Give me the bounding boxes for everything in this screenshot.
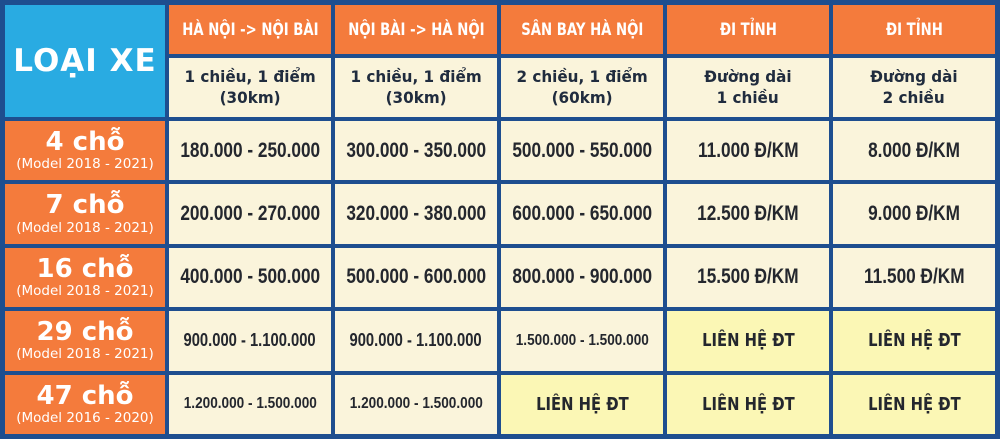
price-value: 900.000 - 1.100.000 (349, 330, 483, 351)
price-cell: 500.000 - 600.000 (335, 247, 497, 308)
price-cell: 8.000 Đ/KM (833, 121, 995, 181)
price-value: 15.500 Đ/KM (697, 265, 799, 289)
sub-header-3: 2 chiều, 1 điểm (60km) (501, 58, 663, 117)
sub-header-4: Đường dài 1 chiều (667, 58, 829, 117)
price-cell: 180.000 - 250.000 (169, 121, 331, 181)
col-header-di-tinh-1: ĐI TỈNH (667, 5, 829, 54)
price-cell: 900.000 - 1.100.000 (335, 311, 497, 371)
col-header-label: ĐI TỈNH (885, 19, 943, 40)
price-cell: 12.500 Đ/KM (667, 184, 829, 244)
price-cell: 900.000 - 1.100.000 (169, 311, 331, 371)
price-value: 1.200.000 - 1.500.000 (349, 395, 483, 413)
price-cell: 1.500.000 - 1.500.000 (501, 311, 663, 371)
col-header-label: SÂN BAY HÀ NỘI (520, 19, 644, 40)
price-value: 11.500 Đ/KM (863, 265, 965, 289)
row-seats-label: 4 chỗ (45, 126, 125, 157)
price-cell: 1.200.000 - 1.500.000 (169, 374, 331, 434)
row-seats-label: 16 chỗ (36, 253, 134, 284)
sub-header-line1: 2 chiều, 1 điểm (516, 66, 648, 86)
contact-label: LIÊN HỆ ĐT (867, 393, 961, 415)
price-value: 900.000 - 1.100.000 (183, 330, 317, 351)
price-value: 500.000 - 550.000 (512, 138, 652, 162)
contact-label: LIÊN HỆ ĐT (867, 330, 961, 352)
price-cell: 11.500 Đ/KM (833, 247, 995, 308)
sub-header-line1: Đường dài (704, 66, 792, 86)
price-value: 300.000 - 350.000 (346, 138, 486, 162)
sub-header-1: 1 chiều, 1 điểm (30km) (169, 58, 331, 117)
row-model-label: (Model 2018 - 2021) (16, 219, 154, 236)
row-model-label: (Model 2018 - 2021) (16, 156, 154, 173)
row-seats-label: 29 chỗ (36, 317, 134, 348)
price-value: 11.000 Đ/KM (697, 138, 799, 162)
row-header-47-cho: 47 chỗ (Model 2016 - 2020) (5, 374, 165, 434)
price-cell: 9.000 Đ/KM (833, 184, 995, 244)
sub-header-line1: 1 chiều, 1 điểm (184, 66, 316, 86)
price-cell: 1.200.000 - 1.500.000 (335, 374, 497, 434)
price-value: 800.000 - 900.000 (512, 265, 652, 289)
corner-title: LOẠI XE (13, 43, 157, 79)
price-cell: 600.000 - 650.000 (501, 184, 663, 244)
price-cell: 11.000 Đ/KM (667, 121, 829, 181)
row-model-label: (Model 2016 - 2020) (16, 409, 154, 426)
price-value: 320.000 - 380.000 (346, 202, 486, 226)
col-header-hanoi-noibai: HÀ NỘI -> NỘI BÀI (169, 5, 331, 54)
col-header-sanbay-hanoi: SÂN BAY HÀ NỘI (501, 5, 663, 54)
price-value: 400.000 - 500.000 (180, 265, 320, 289)
price-cell: 400.000 - 500.000 (169, 247, 331, 308)
sub-header-line2: 1 chiều (716, 87, 780, 107)
sub-header-line1: Đường dài (870, 66, 958, 86)
row-model-label: (Model 2018 - 2021) (16, 283, 154, 300)
contact-cell: LIÊN HỆ ĐT (501, 374, 663, 434)
sub-header-line2: (30km) (219, 87, 281, 107)
row-header-7-cho: 7 chỗ (Model 2018 - 2021) (5, 184, 165, 244)
sub-header-line1: 1 chiều, 1 điểm (350, 66, 482, 86)
col-header-label: ĐI TỈNH (719, 19, 777, 40)
price-cell: 300.000 - 350.000 (335, 121, 497, 181)
contact-label: LIÊN HỆ ĐT (535, 393, 629, 415)
col-header-noibai-hanoi: NỘI BÀI -> HÀ NỘI (335, 5, 497, 54)
sub-header-line2: 2 chiều (882, 87, 946, 107)
price-value: 500.000 - 600.000 (346, 265, 486, 289)
sub-header-line2: (60km) (551, 87, 613, 107)
price-value: 8.000 Đ/KM (868, 138, 960, 162)
price-value: 1.200.000 - 1.500.000 (183, 395, 317, 413)
row-seats-label: 47 chỗ (36, 380, 134, 411)
corner-header-vehicle-type: LOẠI XE (5, 5, 165, 117)
price-cell: 800.000 - 900.000 (501, 247, 663, 308)
sub-header-2: 1 chiều, 1 điểm (30km) (335, 58, 497, 117)
price-value: 12.500 Đ/KM (697, 202, 799, 226)
contact-cell: LIÊN HỆ ĐT (667, 311, 829, 371)
price-cell: 500.000 - 550.000 (501, 121, 663, 181)
contact-cell: LIÊN HỆ ĐT (833, 374, 995, 434)
price-cell: 200.000 - 270.000 (169, 184, 331, 244)
price-value: 9.000 Đ/KM (868, 202, 960, 226)
price-value: 180.000 - 250.000 (180, 138, 320, 162)
row-seats-label: 7 chỗ (45, 190, 125, 221)
price-cell: 15.500 Đ/KM (667, 247, 829, 308)
row-header-4-cho: 4 chỗ (Model 2018 - 2021) (5, 121, 165, 181)
contact-cell: LIÊN HỆ ĐT (833, 311, 995, 371)
price-cell: 320.000 - 380.000 (335, 184, 497, 244)
price-value: 600.000 - 650.000 (512, 202, 652, 226)
row-model-label: (Model 2018 - 2021) (16, 346, 154, 363)
col-header-label: NỘI BÀI -> HÀ NỘI (347, 19, 485, 40)
sub-header-5: Đường dài 2 chiều (833, 58, 995, 117)
col-header-di-tinh-2: ĐI TỈNH (833, 5, 995, 54)
contact-label: LIÊN HỆ ĐT (701, 393, 795, 415)
row-header-16-cho: 16 chỗ (Model 2018 - 2021) (5, 247, 165, 308)
contact-label: LIÊN HỆ ĐT (701, 330, 795, 352)
row-header-29-cho: 29 chỗ (Model 2018 - 2021) (5, 311, 165, 371)
price-value: 200.000 - 270.000 (180, 202, 320, 226)
sub-header-line2: (30km) (385, 87, 447, 107)
contact-cell: LIÊN HỆ ĐT (667, 374, 829, 434)
price-value: 1.500.000 - 1.500.000 (515, 331, 649, 349)
col-header-label: HÀ NỘI -> NỘI BÀI (181, 19, 319, 40)
